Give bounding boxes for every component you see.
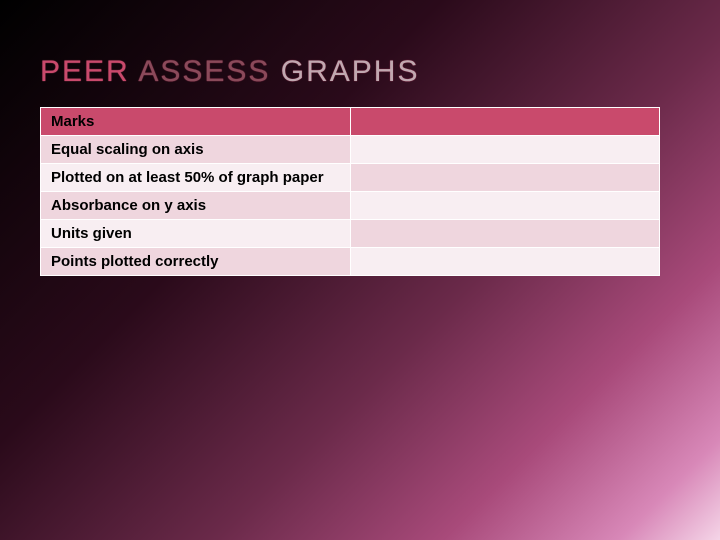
check-cell (350, 220, 660, 248)
table-row: Equal scaling on axis (41, 136, 660, 164)
check-cell (350, 136, 660, 164)
assessment-table: Marks Equal scaling on axis Plotted on a… (40, 107, 660, 276)
criteria-cell: Units given (41, 220, 351, 248)
table-row: Units given (41, 220, 660, 248)
title-word-1: PEER (40, 55, 138, 88)
table-row: Plotted on at least 50% of graph paper (41, 164, 660, 192)
header-cell-criteria: Marks (41, 108, 351, 136)
criteria-cell: Plotted on at least 50% of graph paper (41, 164, 351, 192)
table-row: Points plotted correctly (41, 248, 660, 276)
slide-container: PEER ASSESS GRAPHS Marks Equal scaling o… (0, 0, 720, 540)
check-cell (350, 248, 660, 276)
table-row: Absorbance on y axis (41, 192, 660, 220)
check-cell (350, 192, 660, 220)
criteria-cell: Points plotted correctly (41, 248, 351, 276)
table-header-row: Marks (41, 108, 660, 136)
title-word-2: ASSESS (138, 55, 280, 88)
criteria-cell: Equal scaling on axis (41, 136, 351, 164)
title-word-3: GRAPHS (281, 55, 420, 88)
header-cell-check (350, 108, 660, 136)
slide-title: PEER ASSESS GRAPHS (40, 55, 680, 89)
check-cell (350, 164, 660, 192)
criteria-cell: Absorbance on y axis (41, 192, 351, 220)
